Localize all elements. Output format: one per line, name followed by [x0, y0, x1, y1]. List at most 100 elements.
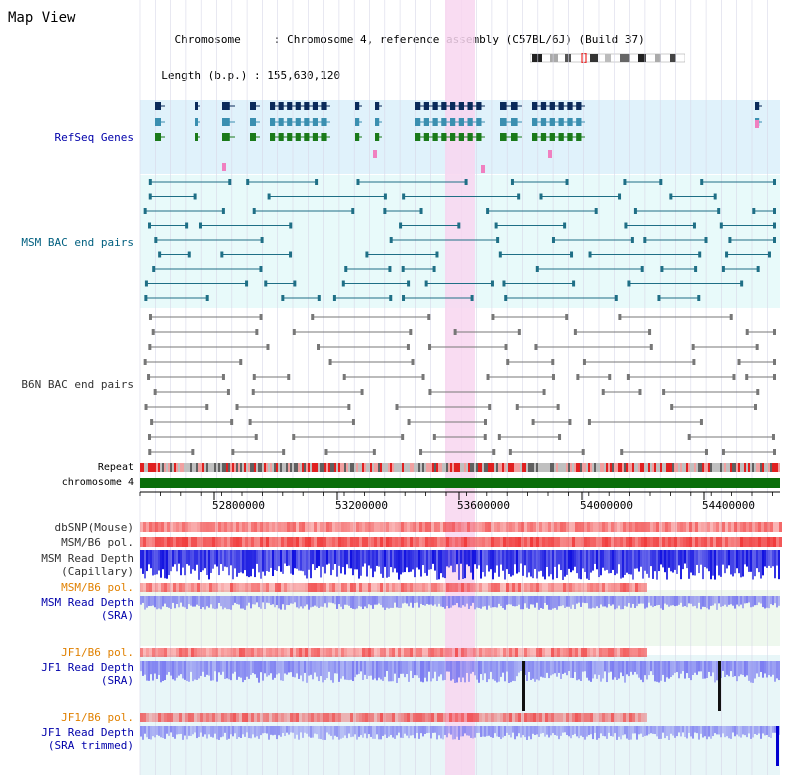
read-depth-bar [628, 596, 630, 604]
repeat-segment [564, 463, 566, 472]
read-depth-bar [666, 726, 668, 736]
read-depth-bar [632, 726, 634, 734]
read-depth-bar [696, 596, 698, 609]
map-view-title: Map View [8, 10, 76, 26]
read-depth-bar [452, 726, 454, 740]
read-depth-bar [326, 661, 328, 679]
read-depth-bar [478, 726, 480, 733]
read-depth-bar [508, 726, 510, 735]
read-depth-bar [280, 596, 282, 610]
read-depth-bar [224, 550, 226, 567]
polymorphism-cell [269, 713, 272, 722]
polymorphism-cell [488, 713, 491, 722]
read-depth-bar [214, 726, 216, 734]
bac-end-left [332, 295, 336, 301]
read-depth-bar [464, 661, 466, 683]
read-depth-bar [500, 596, 502, 606]
read-depth-bar [182, 661, 184, 679]
bac-end-right [409, 329, 413, 335]
read-depth-bar [746, 726, 748, 738]
polymorphism-cell [365, 522, 368, 532]
bac-end-left [728, 237, 732, 243]
polymorphism-cell [776, 537, 779, 547]
read-depth-bar [498, 596, 500, 604]
polymorphism-cell [311, 713, 314, 722]
read-depth-bar [562, 596, 564, 606]
polymorphism-cell [440, 648, 443, 657]
read-depth-bar [468, 661, 470, 682]
read-depth-bar [494, 726, 496, 734]
repeat-segment [720, 463, 722, 472]
read-depth-bar [474, 726, 476, 738]
polymorphism-cell [458, 713, 461, 722]
polymorphism-cell [524, 713, 527, 722]
read-depth-bar [650, 726, 652, 734]
read-depth-bar [446, 726, 448, 738]
bac-end-left [486, 208, 490, 214]
bac-end-right [556, 404, 560, 410]
bac-end-left [317, 344, 321, 350]
read-depth-bar [486, 661, 488, 683]
read-depth-bar [464, 550, 466, 579]
read-depth-bar [636, 726, 638, 740]
read-depth-bar [646, 726, 648, 736]
repeat-segment [722, 463, 724, 472]
repeat-segment [550, 463, 552, 472]
read-depth-bar [392, 661, 394, 682]
polymorphism-cell [509, 648, 512, 657]
chromosome-ideogram[interactable] [530, 53, 685, 63]
polymorphism-cell [632, 713, 635, 722]
bac-end-right [694, 266, 698, 272]
polymorphism-cell [149, 713, 152, 722]
repeat-segment [522, 463, 524, 472]
polymorphism-cell [605, 522, 608, 532]
polymorphism-cell [296, 713, 299, 722]
read-depth-bar [418, 726, 420, 739]
polymorphism-cell [386, 713, 389, 722]
polymorphism-cell [278, 537, 281, 547]
read-depth-bar [290, 550, 292, 574]
polymorphism-cell [407, 648, 410, 657]
read-depth-bar [596, 596, 598, 607]
read-depth-bar [752, 726, 754, 738]
read-depth-bar [152, 726, 154, 737]
polymorphism-cell [215, 537, 218, 547]
read-depth-bar [358, 661, 360, 674]
repeat-segment [250, 463, 252, 472]
polymorphism-cell [581, 522, 584, 532]
repeat-segment [520, 463, 522, 472]
read-depth-bar [602, 596, 604, 607]
read-depth-bar [210, 550, 212, 573]
read-depth-bar [704, 661, 706, 679]
read-depth-bar [534, 661, 536, 682]
polymorphism-cell [479, 648, 482, 657]
polymorphism-cell [593, 583, 596, 592]
read-depth-bar [586, 596, 588, 604]
axis-tick-label: 54400000 [702, 499, 755, 512]
polymorphism-cell [257, 648, 260, 657]
repeat-segment [314, 463, 316, 472]
read-depth-bar [342, 726, 344, 738]
repeat-segment [174, 463, 176, 472]
polymorphism-cell [737, 522, 740, 532]
bac-end-left [497, 434, 501, 440]
polymorphism-cell [182, 648, 185, 657]
polymorphism-cell [473, 648, 476, 657]
read-depth-bar [372, 661, 374, 680]
read-depth-bar [434, 661, 436, 672]
polymorphism-cell [527, 648, 530, 657]
read-depth-bar [390, 661, 392, 682]
bac-end-right [191, 449, 195, 455]
polymorphism-cell [143, 583, 146, 592]
read-depth-bar [450, 661, 452, 681]
polymorphism-cell [686, 522, 689, 532]
read-depth-bar [206, 550, 208, 576]
polymorphism-cell [383, 583, 386, 592]
axis-tick-label: 54000000 [580, 499, 633, 512]
read-depth-bar [630, 661, 632, 672]
bac-end-right [704, 237, 708, 243]
read-depth-bar [774, 661, 776, 682]
read-depth-bar [222, 726, 224, 737]
polymorphism-cell [158, 713, 161, 722]
bac-end-left [669, 193, 673, 200]
